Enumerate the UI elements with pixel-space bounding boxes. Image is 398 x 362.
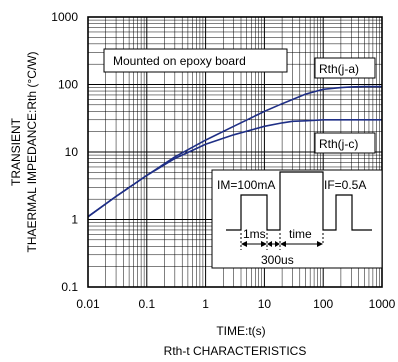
board-note-box xyxy=(103,48,288,73)
time-arrow-head-left xyxy=(280,241,286,247)
y-axis-label-line1: TRANSIENT xyxy=(9,117,23,186)
x-tick-label: 1 xyxy=(202,297,209,311)
pulse-waveform xyxy=(226,171,372,231)
ms-label: 1ms xyxy=(243,227,266,241)
series-curves xyxy=(87,85,382,218)
pulse-inset-box xyxy=(211,169,383,269)
ms-arrow-head-right xyxy=(261,241,267,247)
time-arrow-head-right xyxy=(317,241,323,247)
x-tick-label: 1000 xyxy=(369,297,396,311)
chart-title: Rth-t CHARACTERISTICS xyxy=(164,344,307,358)
y-tick-labels: 0.1 1 10 100 1000 xyxy=(51,10,78,294)
y-tick-label: 100 xyxy=(58,78,78,92)
y-tick-label: 1000 xyxy=(51,10,78,24)
x-tick-label: 10 xyxy=(258,297,272,311)
y-tick-label: 10 xyxy=(65,145,79,159)
board-note: Mounted on epoxy board xyxy=(113,54,246,68)
im-label: IM=100mA xyxy=(217,178,275,192)
us-label: 300us xyxy=(261,253,294,267)
rth-jc-label-box xyxy=(314,132,376,154)
x-axis-label: TIME:t(s) xyxy=(216,324,265,338)
y-tick-label: 0.1 xyxy=(61,280,78,294)
y-axis-label-line2: THAERMAL IMPEDANCE:Rth (°C/W) xyxy=(25,51,39,252)
rth-jc-label: Rth(j-c) xyxy=(319,137,358,151)
time-label: time xyxy=(289,227,312,241)
plot-frame xyxy=(87,16,383,288)
x-tick-labels: 0.01 0.1 1 10 100 1000 xyxy=(76,297,395,311)
rth-ja-label-box xyxy=(314,57,376,79)
if-label: IF=0.5A xyxy=(324,178,366,192)
pulse-inset: IM=100mA IF=0.5A 1ms 300us time xyxy=(211,169,383,269)
us-arrow-head-left xyxy=(267,241,272,247)
x-tick-label: 0.1 xyxy=(138,297,155,311)
x-tick-label: 0.01 xyxy=(76,297,100,311)
rth-ja-label: Rth(j-a) xyxy=(319,62,359,76)
x-tick-label: 100 xyxy=(313,297,333,311)
y-tick-label: 1 xyxy=(71,213,78,227)
us-arrow-head-right xyxy=(275,241,280,247)
ms-arrow-head-left xyxy=(241,241,247,247)
series-line-rth-jc xyxy=(87,119,382,218)
